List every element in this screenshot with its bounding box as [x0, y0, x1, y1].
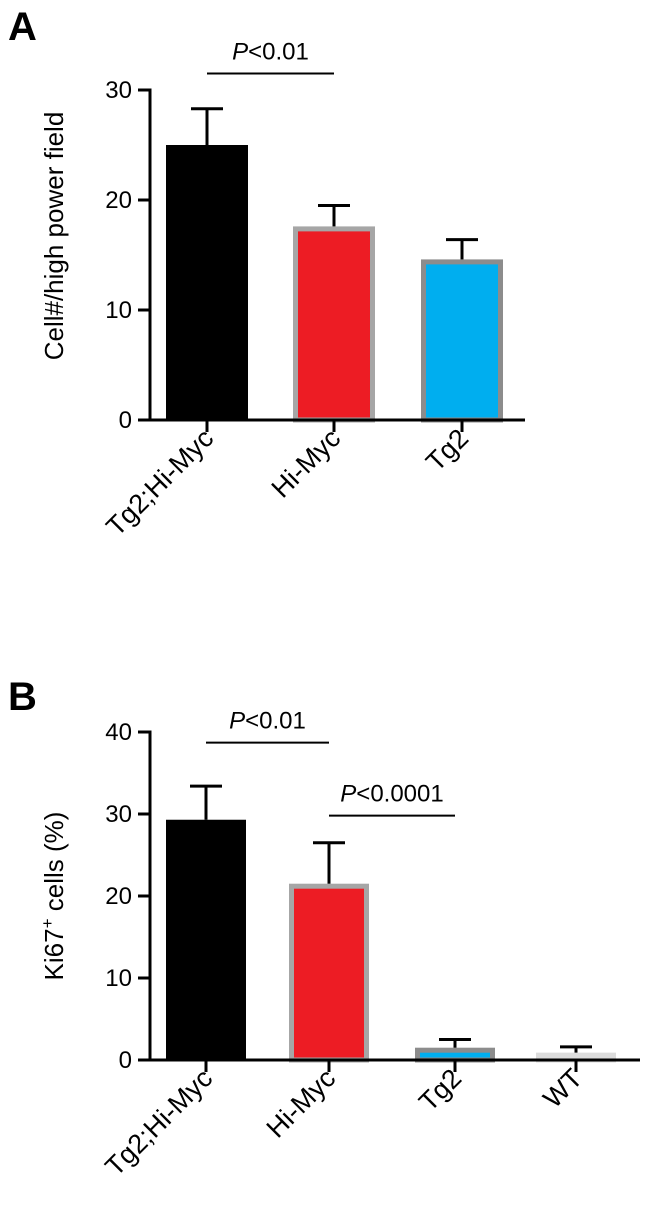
significance-label: P<0.01: [232, 39, 309, 66]
significance-label-value: <0.01: [248, 39, 309, 66]
significance-label-italic: P: [340, 781, 356, 808]
panel-a: A 0 10 20 30 Tg2;Hi-Myc Hi-Myc Tg2 Cell#/high po…: [8, 5, 525, 542]
bar: [289, 883, 369, 1063]
y-tick-label: 20: [105, 187, 132, 214]
x-tick-label: Tg2: [413, 1063, 467, 1117]
y-tick-label: 30: [105, 801, 132, 828]
y-tick-label: 10: [105, 297, 132, 324]
panel-label: A: [8, 5, 37, 49]
panel-b: B 0 10 20 30 40 Tg2;Hi-Myc Hi-Myc Tg2 WT Ki67+ cel…: [8, 675, 640, 1182]
y-tick-label: 10: [105, 965, 132, 992]
y-axis-label-text-rest: cells (%): [39, 812, 69, 919]
y-axis-label-text: Ki67: [39, 928, 69, 980]
y-axis-label: Cell#/high power field: [39, 112, 69, 361]
significance-label-value: <0.0001: [356, 781, 443, 808]
x-tick-label: Hi-Myc: [266, 423, 347, 504]
x-tick-label: Tg2;Hi-Myc: [100, 423, 219, 542]
significance-label-italic: P: [232, 39, 248, 66]
panel-label: B: [8, 675, 37, 719]
y-tick-label: 0: [119, 407, 132, 434]
y-tick-label: 30: [105, 77, 132, 104]
y-axis-label-text: Cell#/high power field: [39, 112, 69, 361]
significance-label-value: <0.01: [245, 708, 306, 735]
y-axis-label-superscript: +: [38, 918, 57, 928]
bar: [166, 819, 246, 1060]
x-tick-label: Tg2: [420, 423, 474, 477]
x-tick-label: Hi-Myc: [261, 1063, 342, 1144]
y-tick-label: 20: [105, 883, 132, 910]
significance-label: P<0.01: [229, 708, 306, 735]
y-axis-label: Ki67+ cells (%): [38, 812, 69, 981]
bar: [166, 145, 248, 420]
significance-label: P<0.0001: [340, 781, 443, 808]
bar: [421, 259, 503, 423]
y-tick-label: 40: [105, 719, 132, 746]
bar: [293, 226, 375, 423]
x-tick-label: Tg2;Hi-Myc: [99, 1063, 218, 1182]
x-tick-label: WT: [537, 1063, 588, 1114]
y-tick-label: 0: [119, 1047, 132, 1074]
significance-label-italic: P: [229, 708, 245, 735]
